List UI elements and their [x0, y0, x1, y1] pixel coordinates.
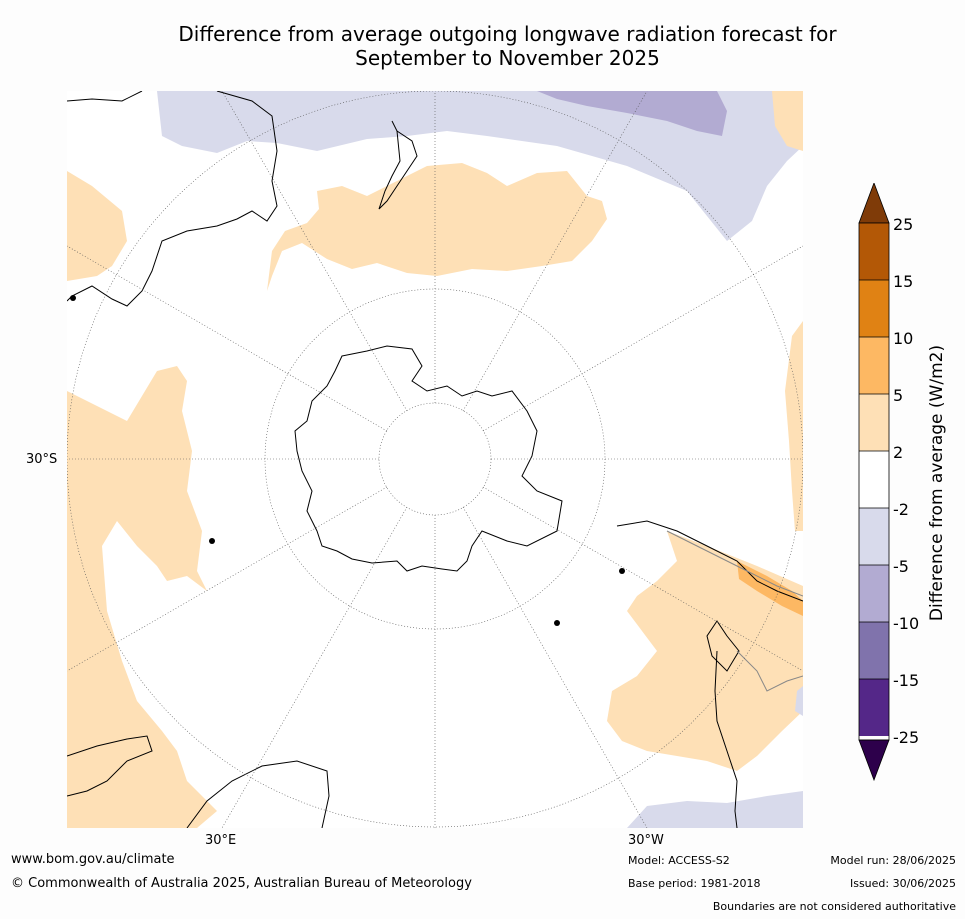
colorbar-tick: -25	[893, 728, 920, 747]
colorbar-tick: -5	[893, 557, 909, 576]
colorbar-tick: -2	[893, 500, 909, 519]
island-marker	[554, 620, 560, 626]
map-panel	[67, 91, 803, 828]
negative-anomaly-region-north-strong	[537, 91, 727, 136]
colorbar-bin-10-15	[859, 280, 889, 337]
base-period-text: Base period: 1981-2018	[628, 877, 761, 890]
latitude-label-30s: 30°S	[26, 452, 58, 467]
website-link[interactable]: www.bom.gov.au/climate	[11, 852, 175, 867]
colorbar-tick: 10	[893, 329, 914, 348]
africa-coastline	[67, 735, 153, 797]
map-title-line1: Difference from average outgoing longwav…	[178, 22, 837, 46]
negative-anomaly-region-far-east	[795, 686, 803, 716]
colorbar-tick: 15	[893, 272, 914, 291]
africa-coastline-south	[186, 760, 330, 828]
positive-anomaly-region-indian-ocean	[67, 171, 127, 281]
colorbar-tick: 25	[893, 215, 914, 234]
colorbar-bin-2-5	[859, 394, 889, 451]
disclaimer-text: Boundaries are not considered authoritat…	[712, 900, 956, 913]
colorbar-tick: 2	[893, 443, 904, 462]
island-marker	[619, 568, 625, 574]
longitude-label-30w: 30°W	[628, 833, 664, 848]
longitude-label-30e: 30°E	[205, 833, 237, 848]
positive-anomaly-region-pacific	[267, 163, 607, 291]
negative-anomaly-region-south	[627, 791, 803, 828]
colorbar-bin-15-25	[859, 223, 889, 280]
colorbar-bin-neg10-neg5	[859, 565, 889, 622]
negative-anomaly-region-north	[157, 91, 803, 241]
australia-coastline	[67, 91, 278, 307]
graticule	[67, 91, 803, 828]
colorbar-tick: -15	[893, 671, 920, 690]
colorbar-tick: 5	[893, 386, 904, 405]
antarctica-coastline	[294, 345, 563, 572]
map-title-line2: September to November 2025	[355, 46, 660, 70]
positive-anomaly-region-south-america	[607, 531, 803, 771]
colorbar-bin-neg5-neg2	[859, 508, 889, 565]
new-zealand-coastline	[378, 120, 418, 210]
model-text: Model: ACCESS-S2	[628, 854, 730, 867]
colorbar-extend-top	[858, 183, 890, 224]
colorbar-bin-neg2-2	[859, 451, 889, 508]
model-run-text: Model run: 28/06/2025	[830, 854, 956, 867]
colorbar-extend-bottom	[858, 739, 890, 782]
copyright-text: © Commonwealth of Australia 2025, Austra…	[11, 876, 472, 891]
colorbar-tick: -10	[893, 614, 920, 633]
positive-anomaly-region-ne	[772, 91, 803, 151]
map-title: Difference from average outgoing longwav…	[0, 22, 965, 70]
issued-text: Issued: 30/06/2025	[849, 877, 956, 890]
island-marker	[209, 538, 215, 544]
south-america-coastline	[616, 520, 803, 828]
colorbar	[858, 183, 890, 782]
colorbar-bin-neg25-neg15	[859, 679, 889, 736]
south-america-borders	[666, 530, 803, 692]
colorbar-bin-neg15-neg10	[859, 622, 889, 679]
colorbar-label: Difference from average (W/m2)	[927, 344, 947, 622]
colorbar-bin-5-10	[859, 337, 889, 394]
positive-anomaly-region-east-edge	[785, 321, 803, 531]
island-marker	[70, 295, 76, 301]
positive-anomaly-region-west	[67, 366, 217, 828]
